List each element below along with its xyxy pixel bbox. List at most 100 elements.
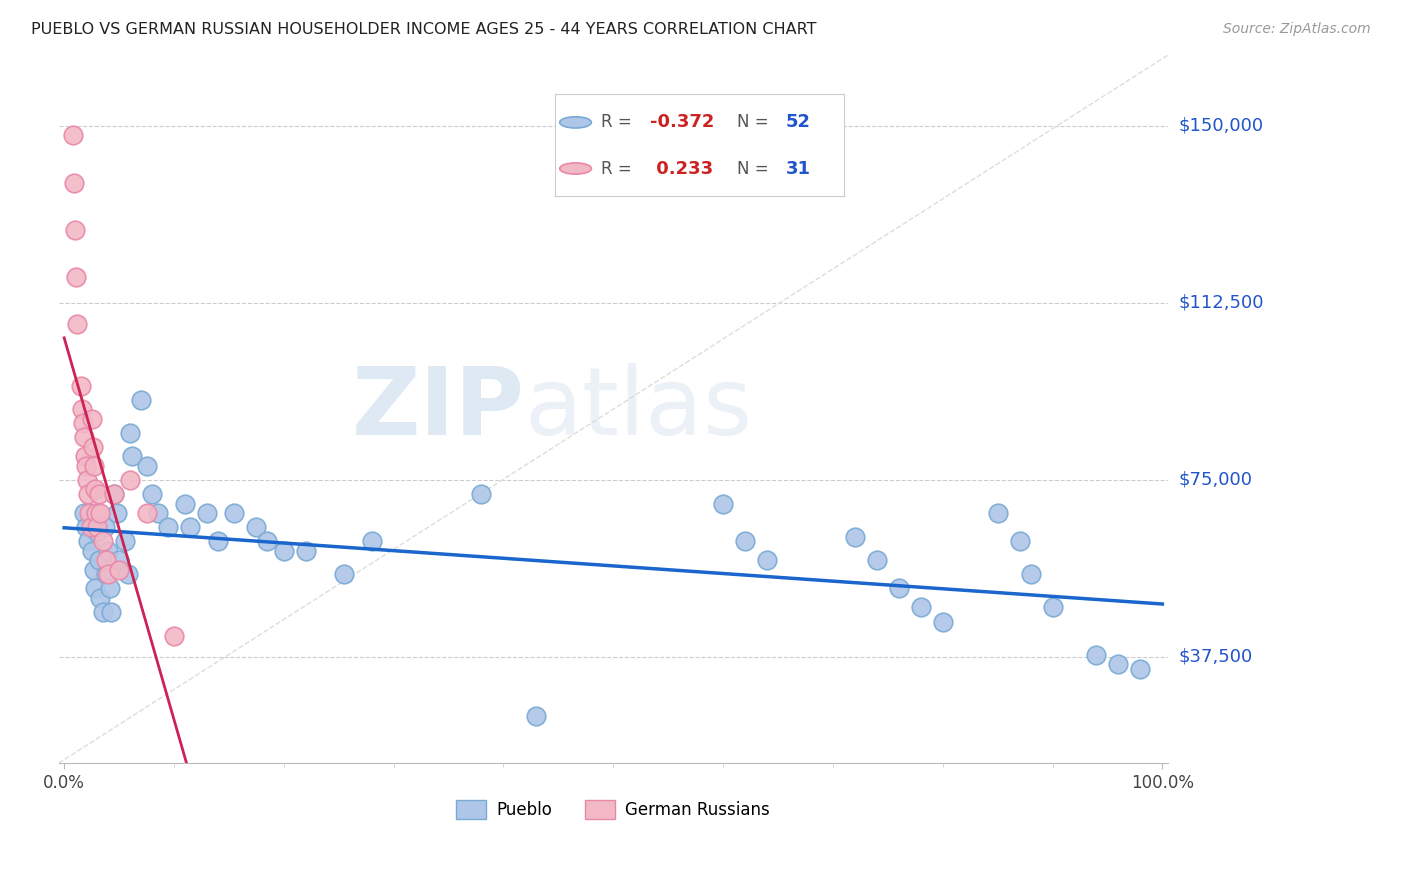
Point	[360, 534, 382, 549]
Text: Source: ZipAtlas.com: Source: ZipAtlas.com	[1223, 22, 1371, 37]
Point	[294, 543, 316, 558]
Point	[108, 553, 131, 567]
Text: R =: R =	[602, 160, 633, 178]
Point	[94, 567, 117, 582]
Point	[135, 506, 157, 520]
Point	[77, 534, 100, 549]
Point	[118, 473, 141, 487]
Point	[1085, 648, 1108, 662]
Circle shape	[560, 117, 592, 128]
Point	[97, 543, 120, 558]
Point	[103, 487, 125, 501]
Point	[83, 458, 105, 473]
Point	[273, 543, 295, 558]
Point	[83, 582, 105, 596]
Point	[174, 496, 197, 510]
Point	[141, 487, 163, 501]
Point	[89, 506, 111, 520]
Point	[1107, 657, 1129, 671]
Text: atlas: atlas	[524, 363, 752, 455]
Point	[1019, 567, 1042, 582]
Point	[121, 450, 143, 464]
Point	[195, 506, 218, 520]
Point	[245, 520, 267, 534]
Point	[94, 520, 117, 534]
Point	[866, 553, 889, 567]
Point	[82, 440, 104, 454]
Point	[129, 392, 152, 407]
Point	[77, 487, 100, 501]
Point	[80, 411, 103, 425]
Text: 31: 31	[786, 160, 811, 178]
Point	[146, 506, 169, 520]
Point	[117, 567, 139, 582]
Circle shape	[560, 163, 592, 174]
Point	[63, 176, 86, 190]
Point	[157, 520, 180, 534]
Point	[94, 553, 117, 567]
Point	[1008, 534, 1031, 549]
Point	[66, 317, 89, 331]
Point	[83, 563, 105, 577]
Legend: Pueblo, German Russians: Pueblo, German Russians	[450, 793, 778, 826]
Point	[86, 520, 108, 534]
Point	[114, 534, 136, 549]
Text: $37,500: $37,500	[1180, 648, 1253, 666]
Point	[207, 534, 229, 549]
Point	[62, 128, 84, 143]
Point	[79, 520, 101, 534]
Point	[75, 458, 97, 473]
Point	[333, 567, 356, 582]
Point	[73, 506, 96, 520]
Point	[105, 506, 128, 520]
Point	[89, 487, 111, 501]
Point	[79, 506, 101, 520]
Point	[179, 520, 201, 534]
Text: N =: N =	[737, 160, 769, 178]
Point	[89, 553, 111, 567]
Text: $75,000: $75,000	[1180, 471, 1253, 489]
Point	[103, 487, 125, 501]
Point	[63, 223, 86, 237]
Point	[73, 450, 96, 464]
Point	[91, 534, 114, 549]
Text: R =: R =	[602, 113, 633, 131]
Text: $150,000: $150,000	[1180, 117, 1264, 135]
Point	[931, 615, 953, 629]
Point	[65, 270, 87, 285]
Point	[100, 605, 122, 619]
Point	[70, 402, 93, 417]
Text: PUEBLO VS GERMAN RUSSIAN HOUSEHOLDER INCOME AGES 25 - 44 YEARS CORRELATION CHART: PUEBLO VS GERMAN RUSSIAN HOUSEHOLDER INC…	[31, 22, 817, 37]
Point	[224, 506, 246, 520]
Point	[97, 567, 120, 582]
Point	[844, 530, 866, 544]
Point	[470, 487, 492, 501]
Point	[80, 543, 103, 558]
Point	[756, 553, 779, 567]
Point	[135, 458, 157, 473]
Point	[69, 378, 91, 392]
Point	[73, 430, 96, 444]
Point	[108, 563, 131, 577]
Point	[1042, 600, 1064, 615]
Text: N =: N =	[737, 113, 769, 131]
Text: 0.233: 0.233	[651, 160, 714, 178]
Point	[163, 629, 186, 643]
Point	[89, 591, 111, 605]
Point	[72, 417, 94, 431]
Point	[84, 506, 107, 520]
Point	[86, 524, 108, 539]
Text: ZIP: ZIP	[352, 363, 524, 455]
Point	[75, 520, 97, 534]
Text: -0.372: -0.372	[651, 113, 714, 131]
Text: 52: 52	[786, 113, 811, 131]
Point	[734, 534, 756, 549]
Point	[1129, 662, 1152, 676]
Point	[91, 605, 114, 619]
Text: $112,500: $112,500	[1180, 294, 1264, 312]
Point	[98, 582, 121, 596]
Point	[524, 709, 547, 723]
Point	[711, 496, 734, 510]
Point	[118, 425, 141, 440]
Point	[887, 582, 910, 596]
